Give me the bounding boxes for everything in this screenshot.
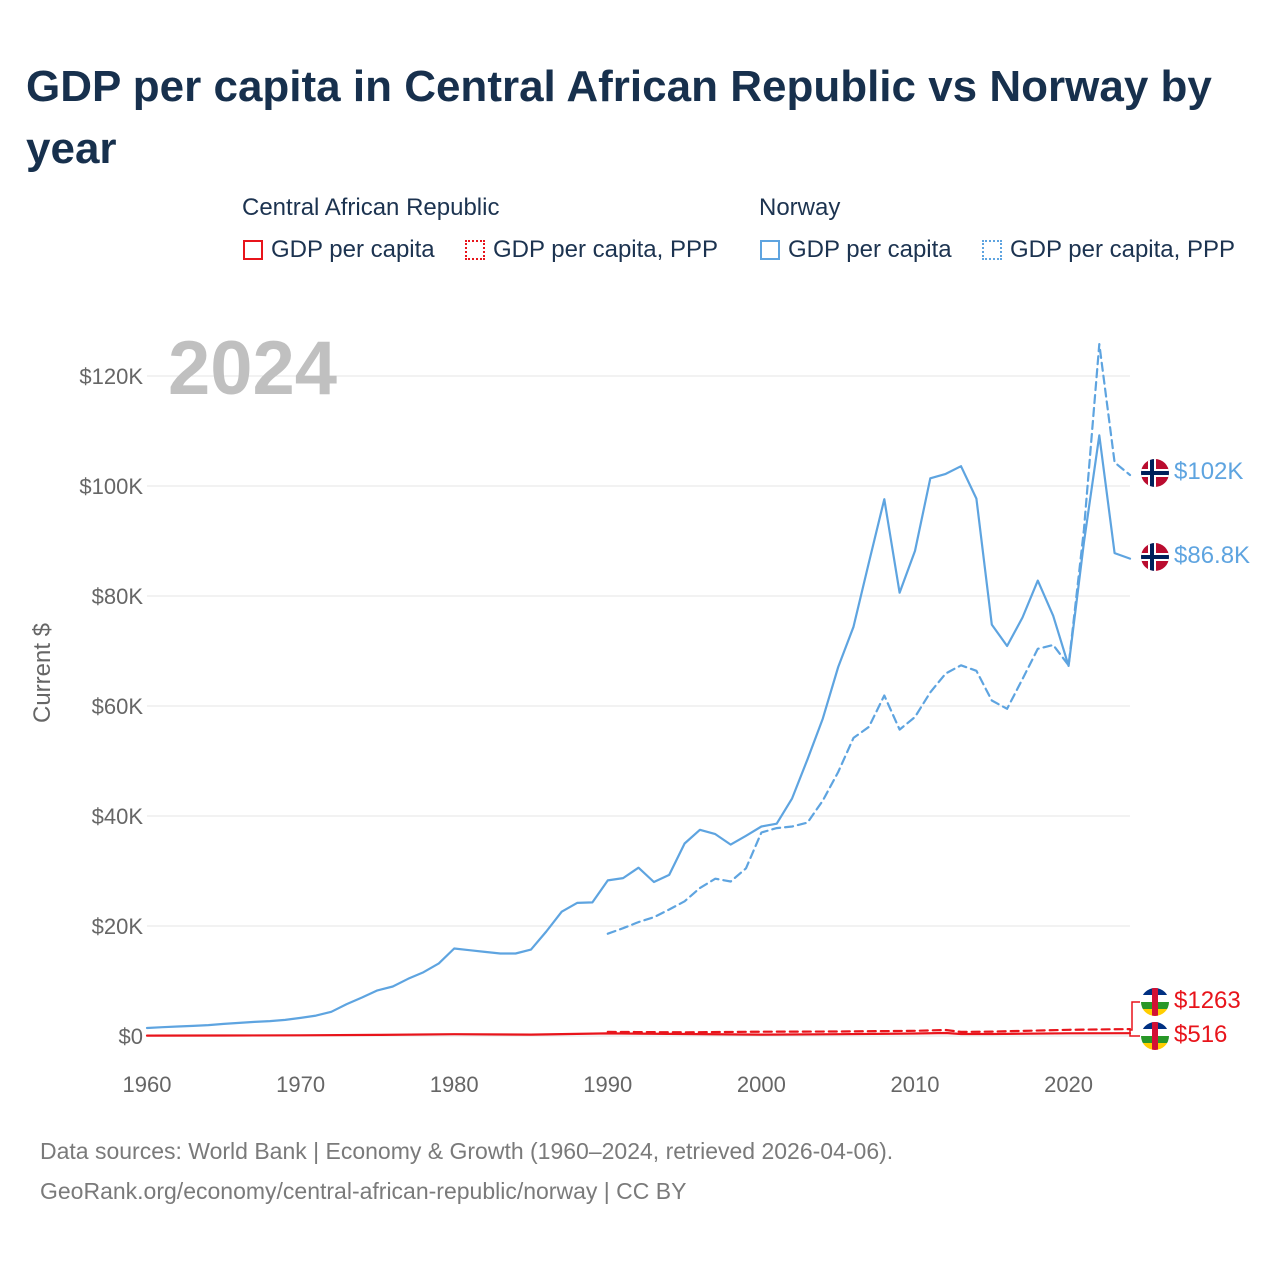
x-tick-label: 2010 [890,1072,939,1097]
x-tick-label: 2020 [1044,1072,1093,1097]
legend-label-norway-gdp: GDP per capita [788,236,952,263]
legend-swatch-car-ppp [465,240,485,260]
series-line-nor_ppp [606,343,1132,935]
series-line-car_gdp [145,1031,1132,1037]
grid-lines [147,375,1130,1037]
legend-group-car: Central African Republic [242,194,500,221]
y-tick-label: $120K [79,364,143,389]
end-label-norway-gdp: $86.8K [1174,542,1250,569]
legend-swatch-car-gdp [243,240,263,260]
norway-flag-icon [1141,543,1169,571]
y-axis-ticks: $0 $20K $40K $60K $80K $100K $120K [79,364,143,1049]
car-flag-icon [1141,988,1169,1016]
legend-label-car-ppp: GDP per capita, PPP [493,236,718,263]
x-axis-ticks: 1960 1970 1980 1990 2000 2010 2020 [123,1072,1094,1097]
series-line-car_ppp [606,1028,1132,1034]
x-tick-label: 1980 [430,1072,479,1097]
y-axis-label: Current $ [29,623,56,723]
legend-label-car-gdp: GDP per capita [271,236,435,263]
chart-title: GDP per capita in Central African Republ… [26,62,1212,173]
legend-item-norway-ppp[interactable]: GDP per capita, PPP [982,234,1235,266]
series-line-nor_gdp [145,434,1132,1030]
car-flag-icon [1141,1022,1169,1050]
x-tick-label: 2000 [737,1072,786,1097]
footer-sources: Data sources: World Bank | Economy & Gro… [40,1138,894,1164]
footer-link[interactable]: GeoRank.org/economy/central-african-repu… [40,1178,687,1204]
y-tick-label: $0 [119,1024,143,1049]
y-tick-label: $100K [79,474,143,499]
x-tick-label: 1960 [123,1072,172,1097]
norway-flag-icon [1141,459,1169,487]
series-lines [145,343,1132,1037]
car-end-connector [1129,1001,1140,1037]
x-tick-label: 1970 [276,1072,325,1097]
end-label-car-ppp: $1263 [1174,987,1241,1014]
legend-item-car-ppp[interactable]: GDP per capita, PPP [465,234,718,266]
y-tick-label: $60K [92,694,144,719]
legend-swatch-norway-gdp [760,240,780,260]
legend-item-norway-gdp[interactable]: GDP per capita [760,234,952,266]
year-watermark: 2024 [168,326,337,411]
end-label-car-gdp: $516 [1174,1021,1227,1048]
end-label-norway-ppp: $102K [1174,458,1243,485]
legend-swatch-norway-ppp [982,240,1002,260]
y-tick-label: $20K [92,914,144,939]
legend-item-car-gdp[interactable]: GDP per capita [243,234,435,266]
legend-label-norway-ppp: GDP per capita, PPP [1010,236,1235,263]
x-tick-label: 1990 [583,1072,632,1097]
y-tick-label: $40K [92,804,144,829]
y-tick-label: $80K [92,584,144,609]
legend-group-norway: Norway [759,194,841,221]
